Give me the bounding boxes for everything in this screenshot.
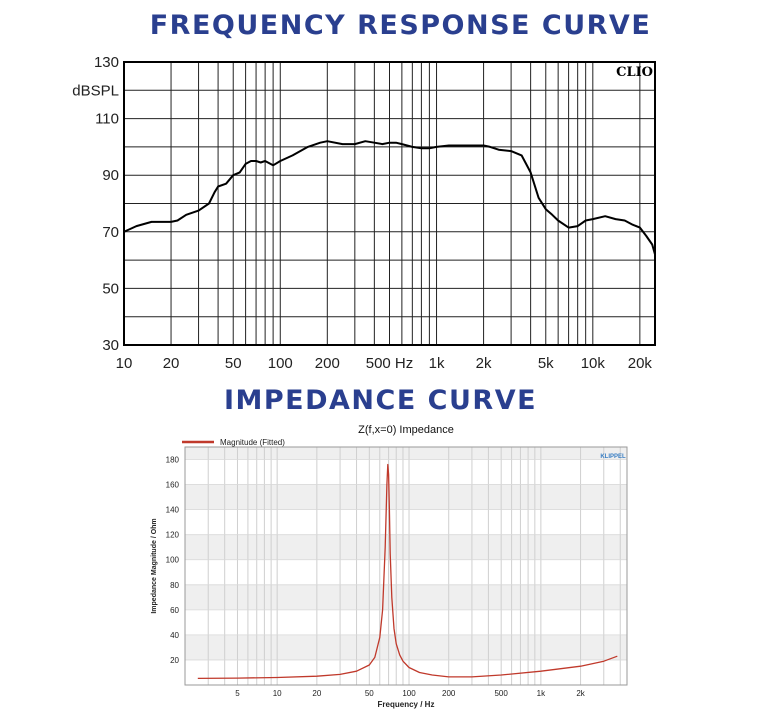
frequency-response-title: FREQUENCY RESPONSE CURVE [149,10,652,41]
imp-x-tick-label: 5 [235,689,240,698]
imp-y-tick-label: 120 [166,531,180,540]
imp-band [185,584,627,610]
imp-series-line [197,463,618,680]
fr-x-tick-label: 500 Hz [366,355,414,372]
imp-x-tick-label: 200 [442,689,456,698]
imp-x-tick-label: 2k [576,689,585,698]
imp-y-tick-label: 20 [170,656,179,665]
imp-x-tick-label: 20 [312,689,321,698]
imp-y-tick-label: 160 [166,481,180,490]
imp-y-tick-label: 100 [166,556,180,565]
klippel-logo: KLIPPEL [600,454,626,460]
fr-x-tick-label: 10 [116,355,133,372]
imp-y-tick-label: 180 [166,456,180,465]
fr-series-line [123,140,656,255]
fr-x-tick-label: 20 [163,355,180,372]
imp-legend-label: Magnitude (Fitted) [220,438,285,447]
imp-band [185,634,627,660]
clio-logo: CLIO [616,65,653,80]
frequency-response-chart: 30 50 70 90 110 130 dBSPL 10 20 50 100 200 500 Hz 1k 2… [72,54,656,372]
fr-y-tick-label: 90 [102,167,119,184]
fr-y-tick-label: 110 [95,111,119,128]
imp-x-tick-label: 100 [402,689,416,698]
fr-y-tick-label: 130 [94,54,119,71]
imp-y-tick-label: 40 [170,631,179,640]
fr-x-tick-label: 10k [581,355,606,372]
imp-band [185,534,627,560]
fr-plot-frame [123,61,656,346]
impedance-title: IMPEDANCE CURVE [223,385,538,416]
imp-band [185,447,627,460]
imp-y-axis-label: Impedance Magnitude / Ohm [151,518,158,613]
imp-chart-title: Z(f,x=0) Impedance [358,424,454,436]
fr-y-axis-label: dBSPL [72,82,119,99]
fr-x-tick-label: 50 [225,355,242,372]
imp-y-tick-label: 80 [170,581,179,590]
fr-y-tick-label: 70 [102,224,119,241]
fr-x-tick-label: 20k [628,355,653,372]
imp-y-tick-label: 140 [166,506,180,515]
imp-plot-frame [184,446,628,686]
imp-x-axis-label: Frequency / Hz [378,700,435,709]
fr-x-tick-label: 5k [538,355,554,372]
imp-x-tick-label: 50 [365,689,374,698]
imp-band [185,484,627,510]
fr-x-tick-label: 1k [429,355,445,372]
fr-x-tick-label: 2k [476,355,492,372]
imp-y-tick-label: 60 [170,606,179,615]
imp-x-tick-label: 10 [273,689,282,698]
fr-y-tick-label: 50 [102,280,119,297]
fr-y-tick-label: 30 [102,337,119,354]
imp-x-tick-label: 1k [537,689,546,698]
fr-x-tick-label: 100 [268,355,293,372]
imp-x-tick-label: 500 [494,689,508,698]
fr-x-tick-label: 200 [315,355,340,372]
